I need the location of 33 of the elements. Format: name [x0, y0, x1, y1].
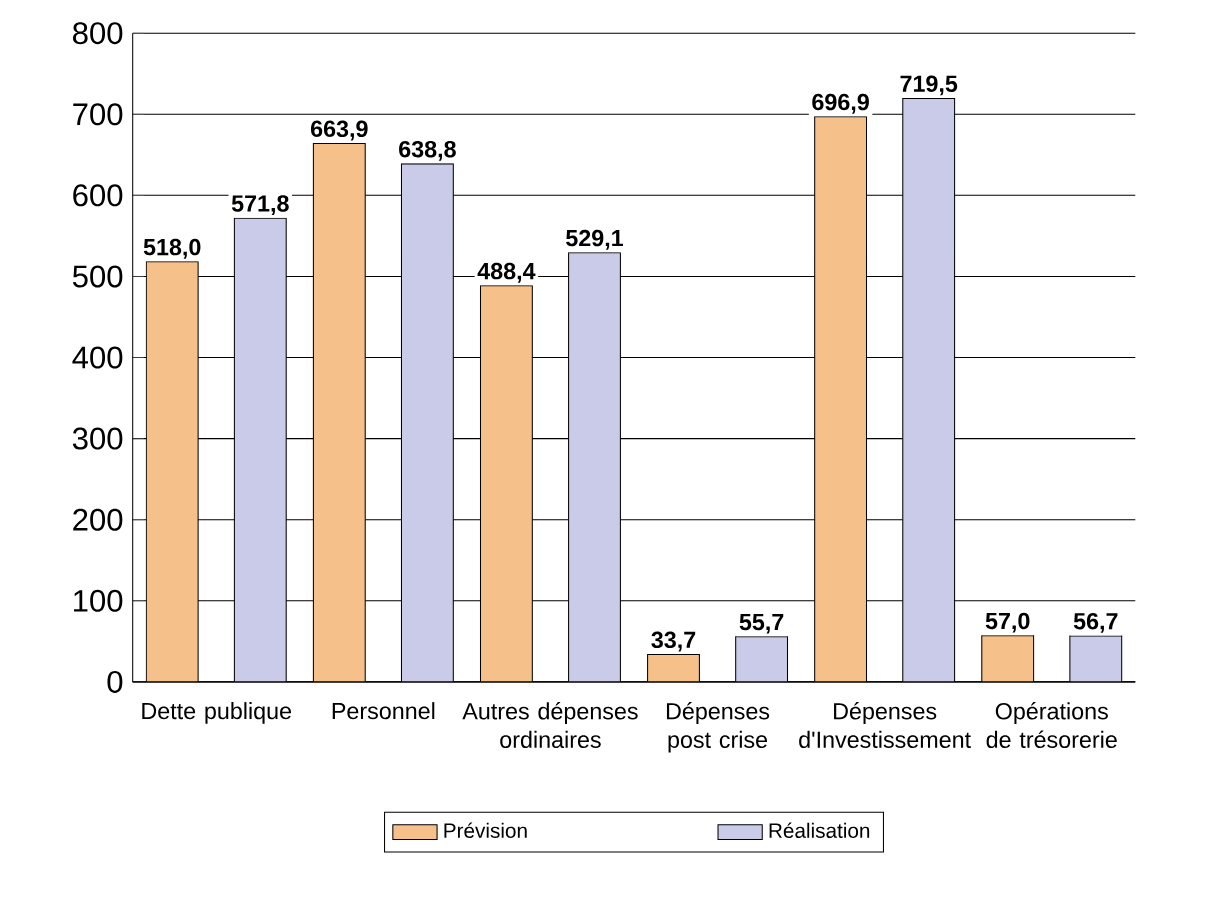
data-label: 33,7: [651, 631, 696, 652]
x-tick-label: Opérations de trésorerie: [986, 702, 1117, 748]
bar: [568, 252, 621, 682]
x-tick-label: Dépenses d'Investissement: [799, 702, 971, 748]
data-label: 56,7: [1073, 612, 1118, 633]
y-tick-label: 100: [74, 589, 123, 612]
data-label: 638,8: [399, 140, 456, 161]
data-label: 518,0: [143, 238, 201, 259]
x-tick-label: Autres dépenses ordinaires: [462, 702, 638, 748]
data-label: 55,7: [739, 613, 784, 634]
data-label: 663,9: [310, 120, 368, 141]
data-label: 488,4: [477, 262, 536, 283]
y-tick-label: 700: [73, 103, 123, 126]
legend-label: Réalisation: [769, 822, 870, 838]
y-tick-label: 400: [72, 346, 123, 369]
data-label: 571,8: [231, 195, 289, 216]
x-tick-label: Dépenses post crise: [666, 702, 770, 753]
bar: [400, 163, 454, 682]
y-tick-label: 200: [73, 508, 123, 531]
bar: [735, 636, 789, 682]
legend-label: Prévision: [444, 822, 527, 838]
data-label: 696,9: [812, 93, 869, 114]
data-label: 719,5: [900, 75, 958, 96]
data-label: 529,1: [566, 229, 624, 250]
y-tick-label: 800: [73, 22, 123, 45]
y-tick-label: 500: [72, 265, 123, 288]
data-label: 57,0: [985, 612, 1030, 633]
bar: [1069, 635, 1123, 682]
x-tick-label: Dette publique: [142, 702, 292, 724]
y-tick-label: 600: [73, 184, 123, 207]
y-tick-label: 300: [72, 427, 123, 450]
y-tick-label: 0: [107, 670, 123, 693]
x-tick-label: Personnel: [332, 702, 435, 720]
